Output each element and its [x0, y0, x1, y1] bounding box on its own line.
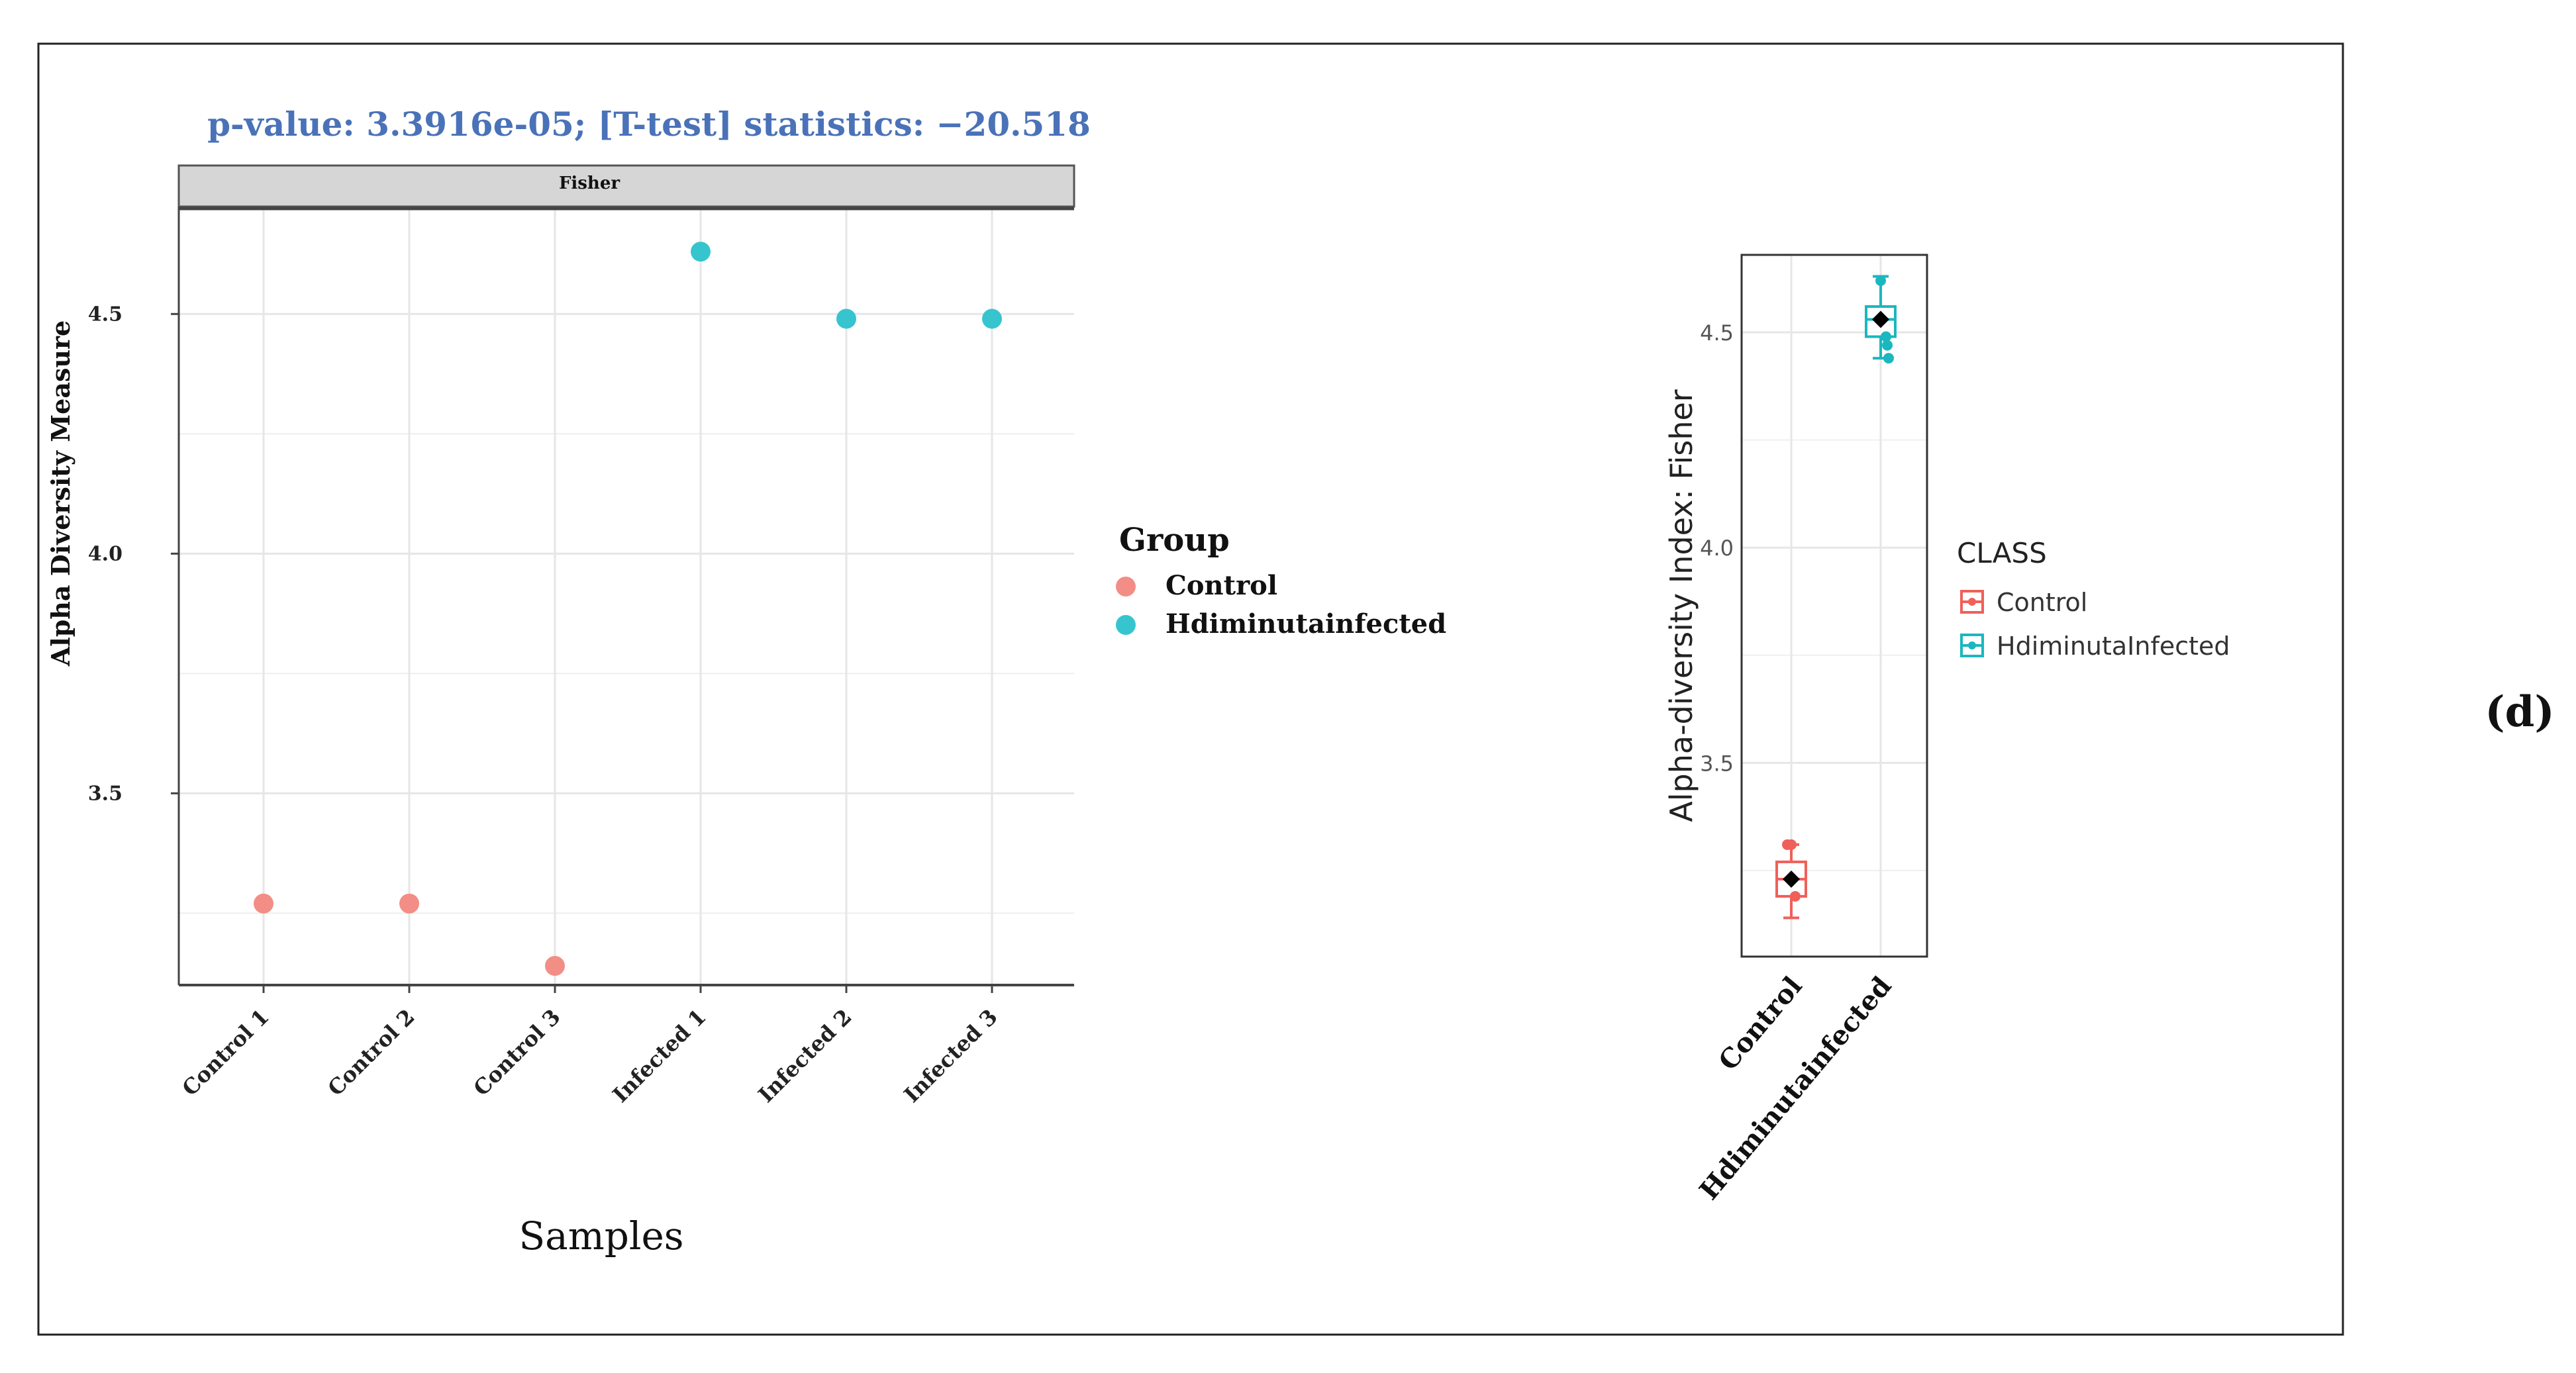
box-control	[1775, 839, 1807, 920]
legend-point-icon	[1968, 598, 1976, 606]
x-tick-label: Infected 2	[754, 1004, 857, 1108]
x-tick-label: Control 2	[323, 1004, 420, 1101]
plot-frame	[1740, 254, 1928, 958]
data-point	[982, 308, 1002, 329]
sample-scatter-chart: p-value: 3.3916e-05; [T-test] statistics…	[46, 105, 1446, 1258]
stats-text: p-value: 3.3916e-05; [T-test] statistics…	[207, 105, 1091, 144]
plot-gridlines	[179, 209, 1074, 985]
data-point	[545, 956, 565, 976]
legend-title: Group	[1119, 522, 1230, 559]
legend-label: Hdiminutainfected	[1165, 608, 1446, 639]
data-point	[254, 893, 273, 914]
y-tick-labels: 3.5 4.0 4.5	[1700, 320, 1734, 776]
panel-label: (d)	[2485, 687, 2554, 737]
sample-point	[1883, 353, 1894, 364]
y-tick-label: 4.0	[88, 542, 123, 565]
legend-marker	[1116, 615, 1136, 635]
sample-point	[1875, 275, 1886, 287]
y-tick-label: 3.5	[1700, 751, 1734, 776]
mean-diamond	[1783, 870, 1800, 888]
legend-marker	[1116, 577, 1136, 596]
box-hdiminutainfected	[1865, 275, 1897, 364]
legend-point-icon	[1968, 641, 1976, 649]
mean-diamond	[1872, 310, 1889, 328]
x-axis-label: Samples	[519, 1213, 683, 1258]
legend-label: Control	[1165, 570, 1277, 601]
x-tick-label: Infected 1	[608, 1004, 711, 1108]
facet-strip-label: Fisher	[559, 173, 620, 193]
y-tick-label: 4.0	[1700, 536, 1734, 561]
x-tick-label: Control 1	[177, 1004, 274, 1101]
x-tick-label: Control	[1712, 971, 1808, 1076]
data-points	[254, 242, 1002, 976]
sample-point	[1882, 340, 1893, 351]
sample-point	[1786, 839, 1797, 850]
y-tick-label: 3.5	[88, 782, 123, 805]
x-tick-labels: Control 1 Control 2 Control 3 Infected 1 Inf…	[177, 985, 1003, 1108]
data-point	[691, 242, 711, 262]
y-axis-label: Alpha-diversity Index: Fisher	[1663, 389, 1699, 822]
data-point	[836, 308, 856, 329]
facet-strip	[177, 164, 1075, 208]
y-axis-label: Alpha Diversity Measure	[46, 320, 75, 667]
legend-title: CLASS	[1957, 537, 2047, 569]
y-tick-label: 4.5	[1700, 320, 1734, 346]
group-legend: Group Control Hdiminutainfected	[1116, 522, 1446, 639]
legend-label: HdiminutaInfected	[1997, 632, 2230, 661]
class-legend: CLASS Control HdiminutaInfected	[1957, 537, 2230, 661]
data-point	[399, 893, 419, 914]
x-tick-label: Infected 3	[899, 1004, 1003, 1108]
x-tick-label: Control 3	[469, 1004, 566, 1101]
x-tick-label: Hdiminutainfected	[1693, 971, 1898, 1206]
legend-key	[1960, 590, 1984, 614]
legend-key	[1960, 634, 1984, 657]
box-series	[1775, 275, 1897, 920]
legend-label: Control	[1997, 588, 2087, 617]
y-tick-label: 4.5	[88, 303, 123, 326]
y-tick-labels: 3.5 4.0 4.5	[88, 303, 179, 805]
figure-border	[37, 42, 2344, 1336]
plot-gridlines	[1742, 255, 1927, 957]
sample-point	[1881, 331, 1891, 342]
sample-point	[1790, 890, 1801, 902]
